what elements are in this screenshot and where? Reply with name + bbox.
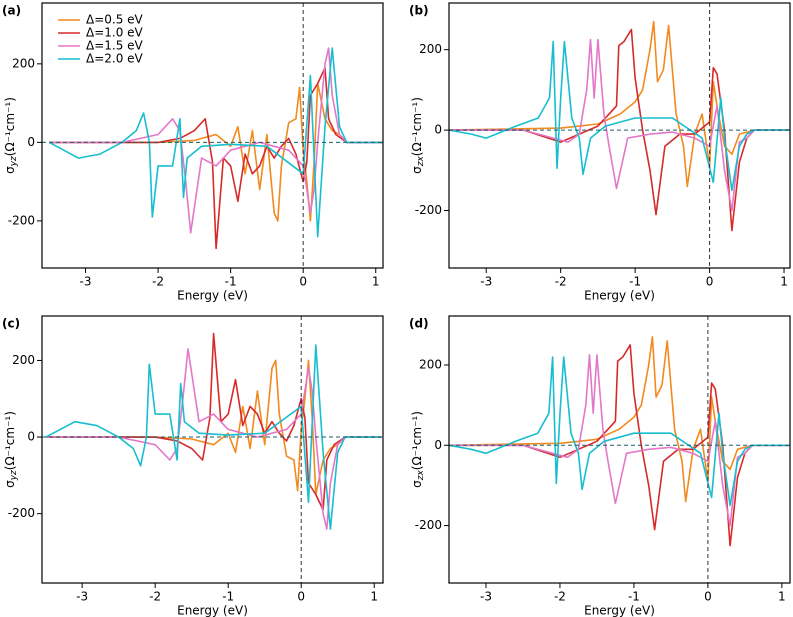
legend-label: Δ=1.0 eV [86,26,144,40]
x-tick-label: -3 [480,275,492,289]
legend-label: Δ=2.0 eV [86,52,144,66]
y-axis-label: σzx(Ω⁻¹cm⁻¹) [410,411,426,488]
series-line [45,348,382,530]
panel-label: (b) [409,4,429,18]
axes-frame [448,2,791,269]
x-tick-label: 1 [780,275,788,289]
x-axis-label: Energy (eV) [177,604,248,617]
y-tick-label: 0 [434,123,442,137]
x-axis-label: Energy (eV) [177,289,248,303]
y-axis-label: σyz(Ω⁻¹cm⁻¹) [3,97,19,174]
y-tick-label: 0 [27,135,35,149]
x-tick-label: 0 [299,275,307,289]
series-line [449,40,790,192]
y-axis-label: σzx(Ω⁻¹cm⁻¹) [410,97,426,174]
y-label-unit: (Ω⁻¹cm⁻¹) [3,411,17,470]
y-tick-label: 0 [434,438,442,452]
panel-label: (c) [2,317,20,331]
y-axis-label: σyz(Ω⁻¹cm⁻¹) [3,411,19,488]
y-tick-label: 0 [27,430,35,444]
x-tick-label: 0 [704,590,712,604]
x-tick-label: -1 [628,590,640,604]
plot-area [42,316,383,583]
y-tick-label: -200 [8,213,35,227]
x-axis-label: Energy (eV) [584,289,655,303]
x-tick-label: -1 [629,275,641,289]
plot-area [449,316,790,583]
series-line [49,82,383,222]
y-label-unit: (Ω⁻¹cm⁻¹) [3,97,17,156]
y-tick-label: 200 [12,56,35,70]
x-tick-label: -1 [222,590,234,604]
y-tick-label: 200 [12,353,35,367]
x-axis-label: Energy (eV) [584,604,655,617]
y-label-symbol: σ [3,480,17,488]
series-line [449,28,790,232]
y-label-sub: zx [416,156,426,168]
x-tick-label: -2 [554,590,566,604]
x-tick-label: 1 [778,590,786,604]
series-line [49,47,383,234]
series-line [45,359,382,496]
x-tick-label: -2 [152,275,164,289]
axes-frame [41,2,384,269]
y-label-unit: (Ω⁻¹cm⁻¹) [410,411,424,470]
x-tick-label: -1 [225,275,237,289]
y-label-sub: yz [9,470,19,481]
series-line [45,344,382,530]
panel-label: (a) [2,4,21,18]
y-tick-label: 200 [419,42,442,56]
x-tick-label: -2 [555,275,567,289]
series-line [449,356,790,507]
x-tick-label: 0 [706,275,714,289]
y-tick-label: 200 [419,357,442,371]
y-label-symbol: σ [410,480,424,488]
y-label-sub: yz [9,156,19,167]
series-line [449,354,790,527]
plot-area [42,3,383,268]
legend-label: Δ=1.5 eV [86,39,144,53]
x-tick-label: 1 [370,590,378,604]
y-label-symbol: σ [3,166,17,174]
axes-frame [448,315,791,584]
y-label-unit: (Ω⁻¹cm⁻¹) [410,97,424,156]
x-tick-label: 0 [297,590,305,604]
x-tick-label: -3 [76,590,88,604]
y-label-symbol: σ [410,166,424,174]
legend-label: Δ=0.5 eV [86,13,144,27]
x-tick-label: -3 [80,275,92,289]
y-tick-label: -200 [415,203,442,217]
y-label-sub: zx [416,470,426,482]
plot-area [449,3,790,268]
series-line [449,38,790,212]
x-tick-label: 1 [372,275,380,289]
x-tick-label: -3 [480,590,492,604]
axes-frame [41,315,384,584]
x-tick-label: -2 [149,590,161,604]
series-line [449,344,790,547]
y-tick-label: -200 [415,518,442,532]
y-tick-label: -200 [8,506,35,520]
panel-label: (d) [409,317,429,331]
